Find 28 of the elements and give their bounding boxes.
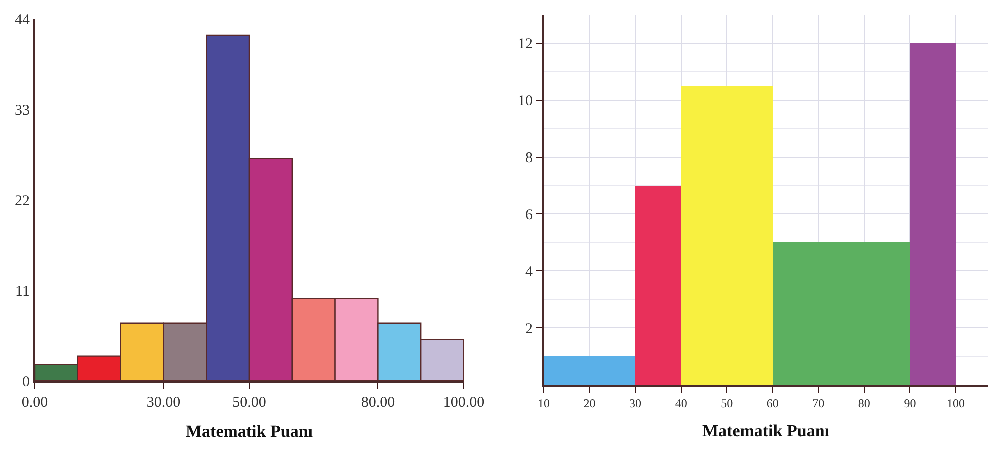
x-axis-title: Matematik Puanı — [702, 421, 830, 440]
x-tick-label: 20 — [584, 396, 596, 410]
y-tick-label: 4 — [526, 264, 534, 280]
x-tick-label: 50.00 — [232, 395, 266, 411]
y-tick-label: 33 — [15, 102, 30, 119]
y-tick-label: 44 — [15, 12, 30, 28]
x-tick-label: 30 — [630, 396, 642, 410]
x-tick-label: 30.00 — [146, 395, 181, 411]
y-tick-label: 12 — [518, 36, 533, 53]
y-tick-label: 2 — [526, 321, 533, 338]
x-tick-label: 90 — [904, 396, 916, 410]
y-tick-label: 0 — [22, 374, 30, 390]
x-axis-title: Matematik Puanı — [186, 422, 314, 441]
x-tick-label: 60 — [766, 396, 779, 410]
y-tick-label: 8 — [526, 150, 533, 167]
y-tick-label: 10 — [518, 94, 533, 110]
x-tick-label: 80.00 — [361, 395, 396, 411]
x-tick-label: 50 — [721, 396, 734, 410]
y-tick-label: 11 — [16, 284, 30, 300]
x-tick-label: 100 — [946, 396, 965, 410]
y-tick-label: 22 — [15, 193, 30, 210]
x-tick-label: 70 — [812, 396, 825, 410]
x-tick-label: 0.00 — [22, 395, 48, 411]
x-tick-label: 80 — [858, 396, 870, 410]
x-tick-label: 100.00 — [443, 395, 485, 411]
x-tick-label: 40 — [675, 396, 688, 410]
y-tick-label: 6 — [526, 207, 534, 224]
x-tick-label: 10 — [538, 396, 550, 410]
